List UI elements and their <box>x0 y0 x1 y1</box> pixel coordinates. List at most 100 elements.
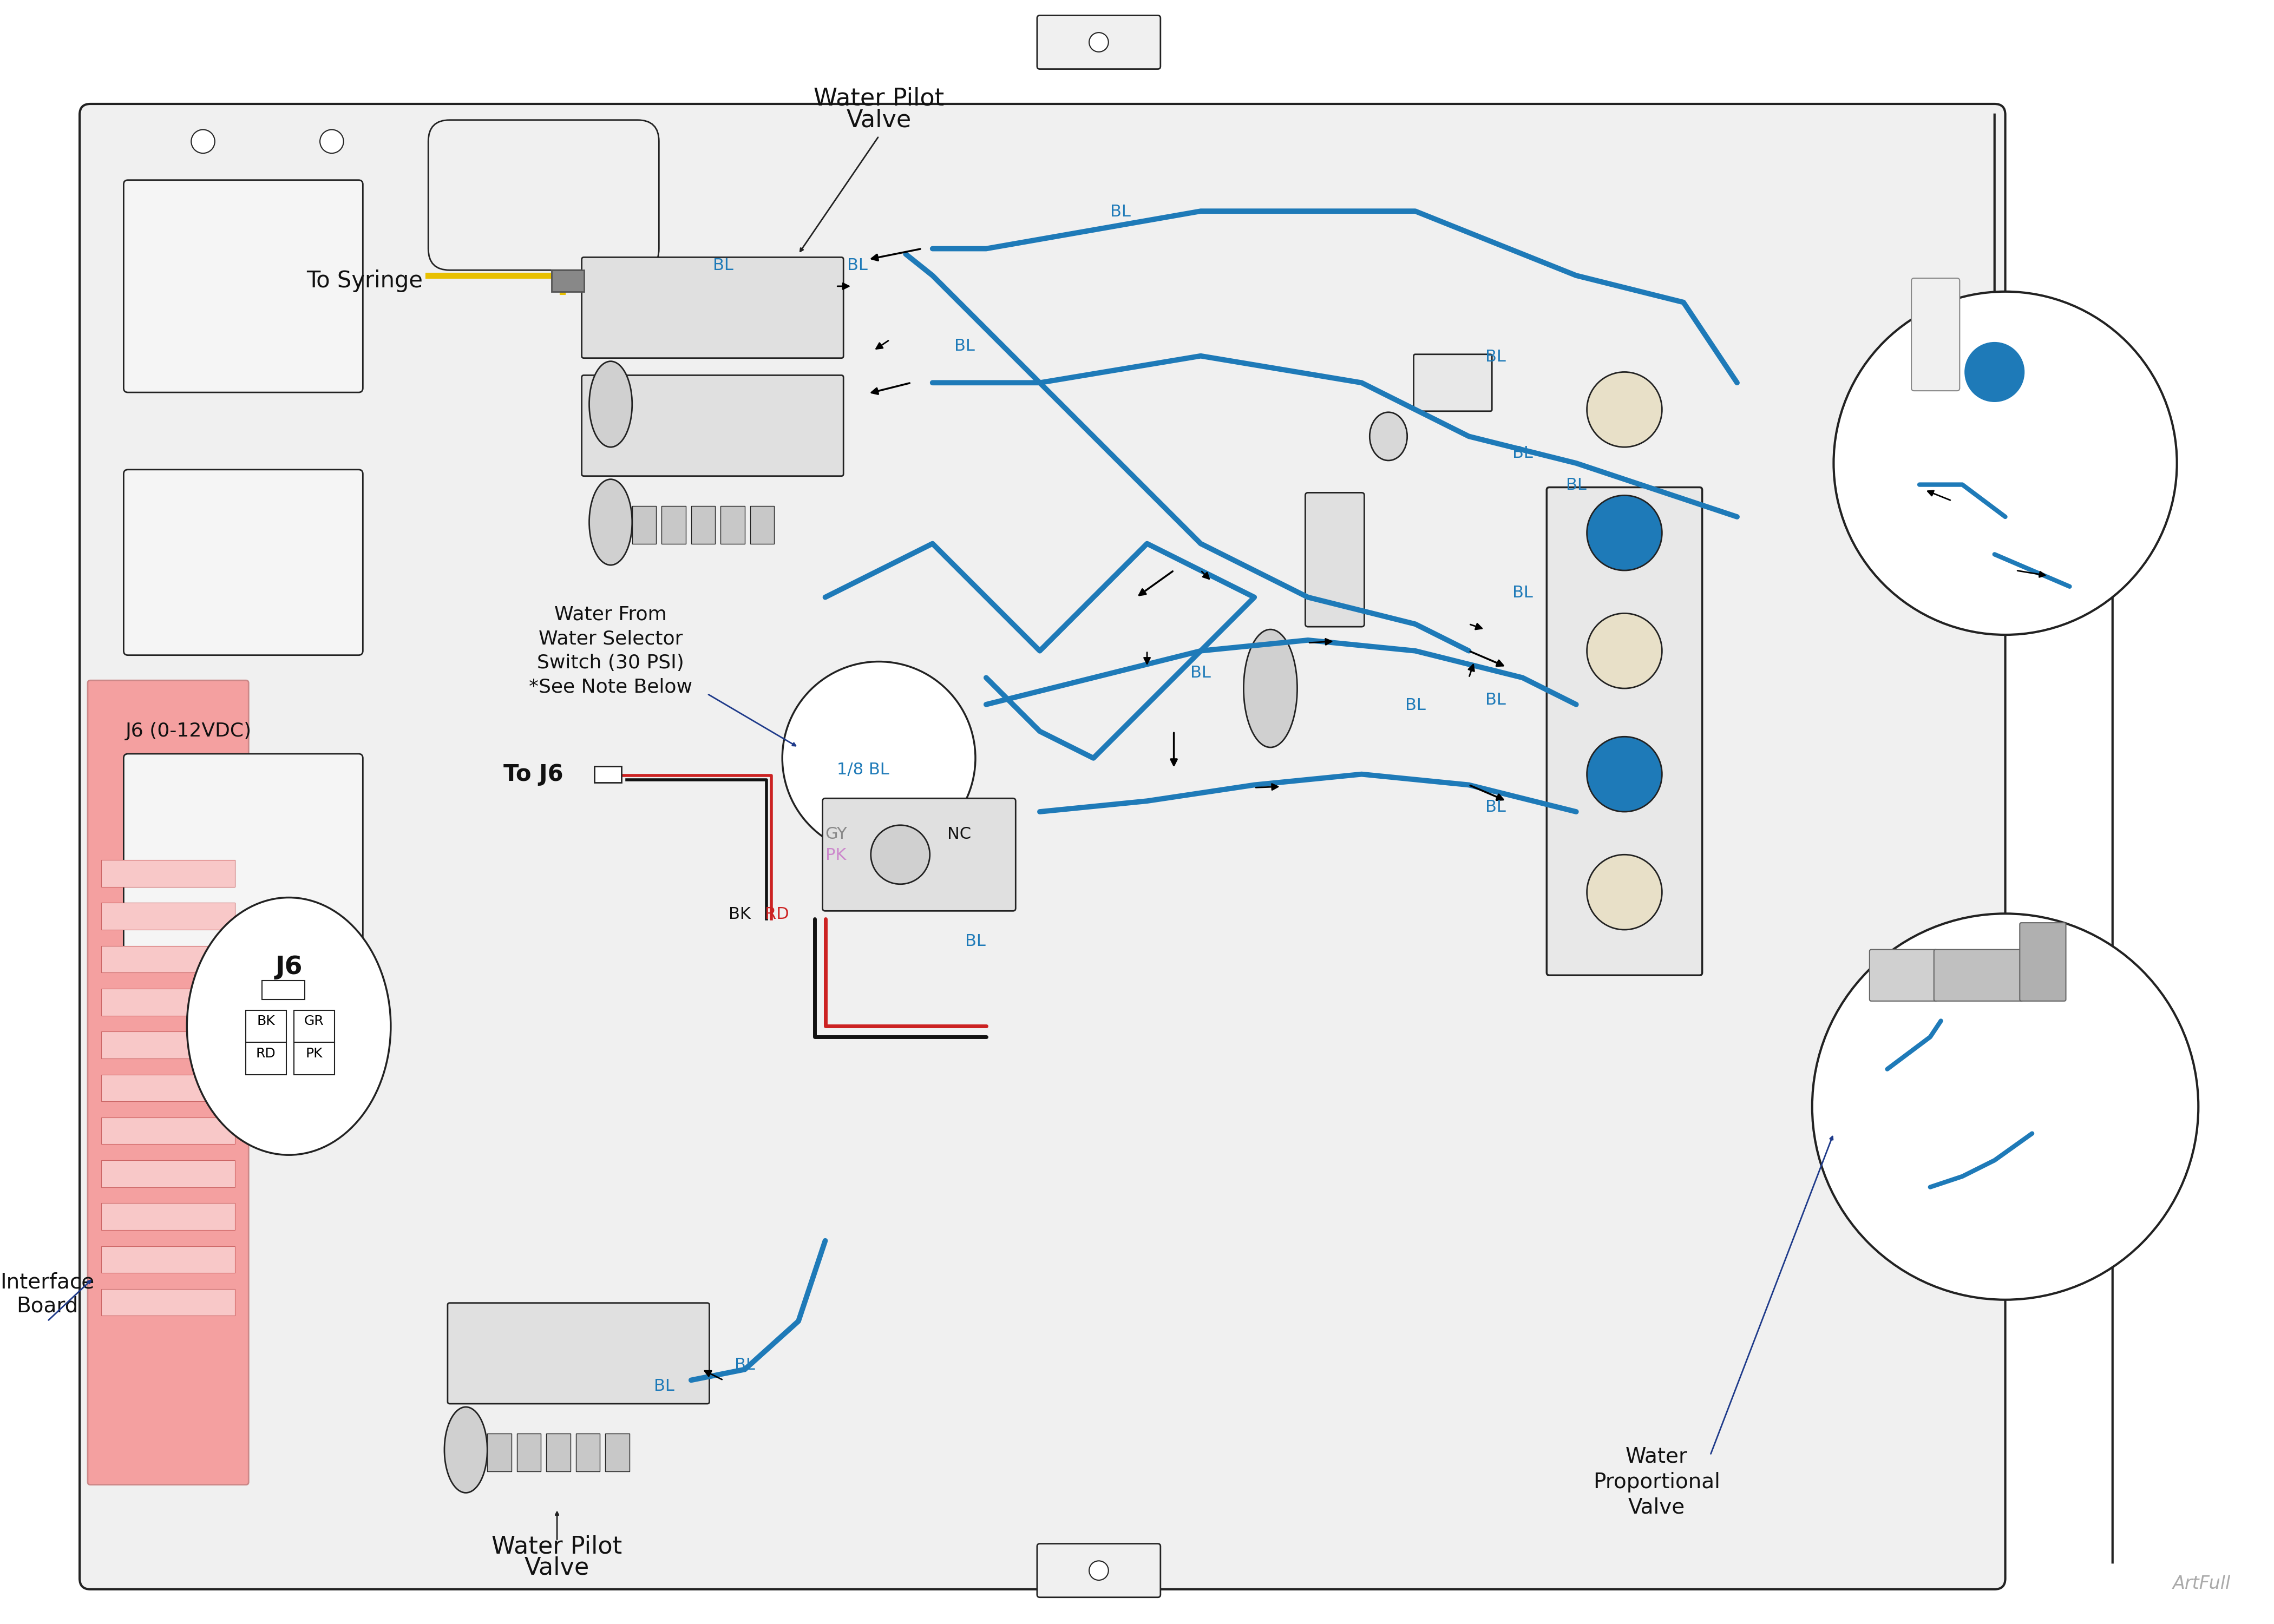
Text: BL: BL <box>848 258 869 273</box>
Circle shape <box>1089 32 1107 52</box>
Bar <box>632 388 657 425</box>
Bar <box>100 903 234 929</box>
Text: RD: RD <box>764 906 789 922</box>
Text: Water Pilot: Water Pilot <box>491 1535 623 1557</box>
Text: ArtFull: ArtFull <box>2172 1575 2231 1593</box>
Ellipse shape <box>186 898 391 1155</box>
Text: To Syringe: To Syringe <box>307 270 423 292</box>
Bar <box>721 388 746 425</box>
FancyBboxPatch shape <box>123 180 364 393</box>
Text: Water From
Water Selector
Switch (30 PSI)
*See Note Below: Water From Water Selector Switch (30 PSI… <box>530 606 691 697</box>
Bar <box>100 1075 234 1101</box>
FancyBboxPatch shape <box>582 375 844 476</box>
Ellipse shape <box>589 361 632 447</box>
Circle shape <box>1587 372 1662 447</box>
Text: BL: BL <box>964 934 985 948</box>
FancyBboxPatch shape <box>2019 922 2065 1000</box>
FancyBboxPatch shape <box>448 1302 709 1403</box>
Text: PK: PK <box>825 848 846 864</box>
Ellipse shape <box>443 1406 487 1492</box>
Text: RD: RD <box>255 1047 275 1060</box>
Bar <box>721 507 746 544</box>
Circle shape <box>1089 1561 1107 1580</box>
Bar <box>487 1434 512 1471</box>
Bar <box>662 388 687 425</box>
Circle shape <box>1587 737 1662 812</box>
Circle shape <box>871 825 930 883</box>
Text: BK: BK <box>257 1015 275 1028</box>
Text: BL: BL <box>1485 692 1505 708</box>
Text: Water
Proportional
Valve: Water Proportional Valve <box>1594 1447 1719 1518</box>
Bar <box>750 388 773 425</box>
FancyBboxPatch shape <box>123 754 364 966</box>
Text: Interface
Board: Interface Board <box>0 1272 96 1317</box>
Bar <box>246 1043 287 1075</box>
Circle shape <box>191 130 214 153</box>
Bar <box>662 507 687 544</box>
Text: BL: BL <box>1110 205 1130 219</box>
Circle shape <box>1812 914 2199 1299</box>
Text: GR: GR <box>305 1015 323 1028</box>
Text: PK: PK <box>305 1047 323 1060</box>
FancyBboxPatch shape <box>1912 278 1960 391</box>
Circle shape <box>1833 292 2176 635</box>
Ellipse shape <box>1369 412 1408 461</box>
Text: Valve: Valve <box>846 109 912 132</box>
Circle shape <box>1587 614 1662 689</box>
FancyBboxPatch shape <box>80 104 2006 1590</box>
Bar <box>546 1434 571 1471</box>
FancyBboxPatch shape <box>582 257 844 357</box>
FancyBboxPatch shape <box>1546 487 1703 976</box>
FancyBboxPatch shape <box>428 120 659 270</box>
Bar <box>293 1010 334 1043</box>
Text: BL: BL <box>1405 697 1426 713</box>
Bar <box>632 507 657 544</box>
Bar <box>594 767 621 783</box>
FancyBboxPatch shape <box>1305 492 1364 627</box>
Ellipse shape <box>589 479 632 565</box>
Ellipse shape <box>1244 630 1296 747</box>
Circle shape <box>1965 343 2024 401</box>
Bar <box>100 1203 234 1229</box>
Circle shape <box>782 661 976 854</box>
Text: BL: BL <box>1485 349 1505 364</box>
Bar <box>691 507 716 544</box>
FancyBboxPatch shape <box>823 799 1016 911</box>
Text: BL: BL <box>1512 585 1533 601</box>
Text: BL: BL <box>1512 445 1533 461</box>
Circle shape <box>1587 495 1662 570</box>
Text: Valve: Valve <box>525 1556 589 1580</box>
FancyBboxPatch shape <box>89 680 248 1484</box>
FancyBboxPatch shape <box>1037 1544 1160 1598</box>
Bar <box>262 981 305 999</box>
Circle shape <box>191 585 214 609</box>
Bar <box>100 945 234 973</box>
Text: BL: BL <box>1485 799 1505 815</box>
Bar <box>100 1246 234 1273</box>
FancyBboxPatch shape <box>1037 15 1160 70</box>
Text: BL: BL <box>1189 666 1212 680</box>
Bar <box>100 1031 234 1059</box>
Text: To J6: To J6 <box>503 763 564 786</box>
Text: BL: BL <box>735 1358 755 1372</box>
Text: GY: GY <box>825 827 846 841</box>
Text: BL: BL <box>955 338 976 354</box>
Text: Water Pilot: Water Pilot <box>814 88 944 110</box>
Bar <box>575 1434 600 1471</box>
Bar <box>100 861 234 887</box>
FancyBboxPatch shape <box>1414 354 1492 411</box>
FancyBboxPatch shape <box>1933 950 2024 1000</box>
Text: BK: BK <box>728 906 750 922</box>
Circle shape <box>321 130 343 153</box>
Text: BL: BL <box>1567 477 1587 494</box>
Text: BL: BL <box>714 258 735 273</box>
FancyBboxPatch shape <box>123 469 364 654</box>
Bar <box>100 1289 234 1315</box>
Circle shape <box>321 317 343 341</box>
Bar <box>691 388 716 425</box>
Bar <box>100 1117 234 1145</box>
FancyBboxPatch shape <box>1869 950 1937 1000</box>
Text: J6 (0-12VDC): J6 (0-12VDC) <box>125 723 252 741</box>
Bar <box>553 270 584 292</box>
Bar <box>750 507 773 544</box>
